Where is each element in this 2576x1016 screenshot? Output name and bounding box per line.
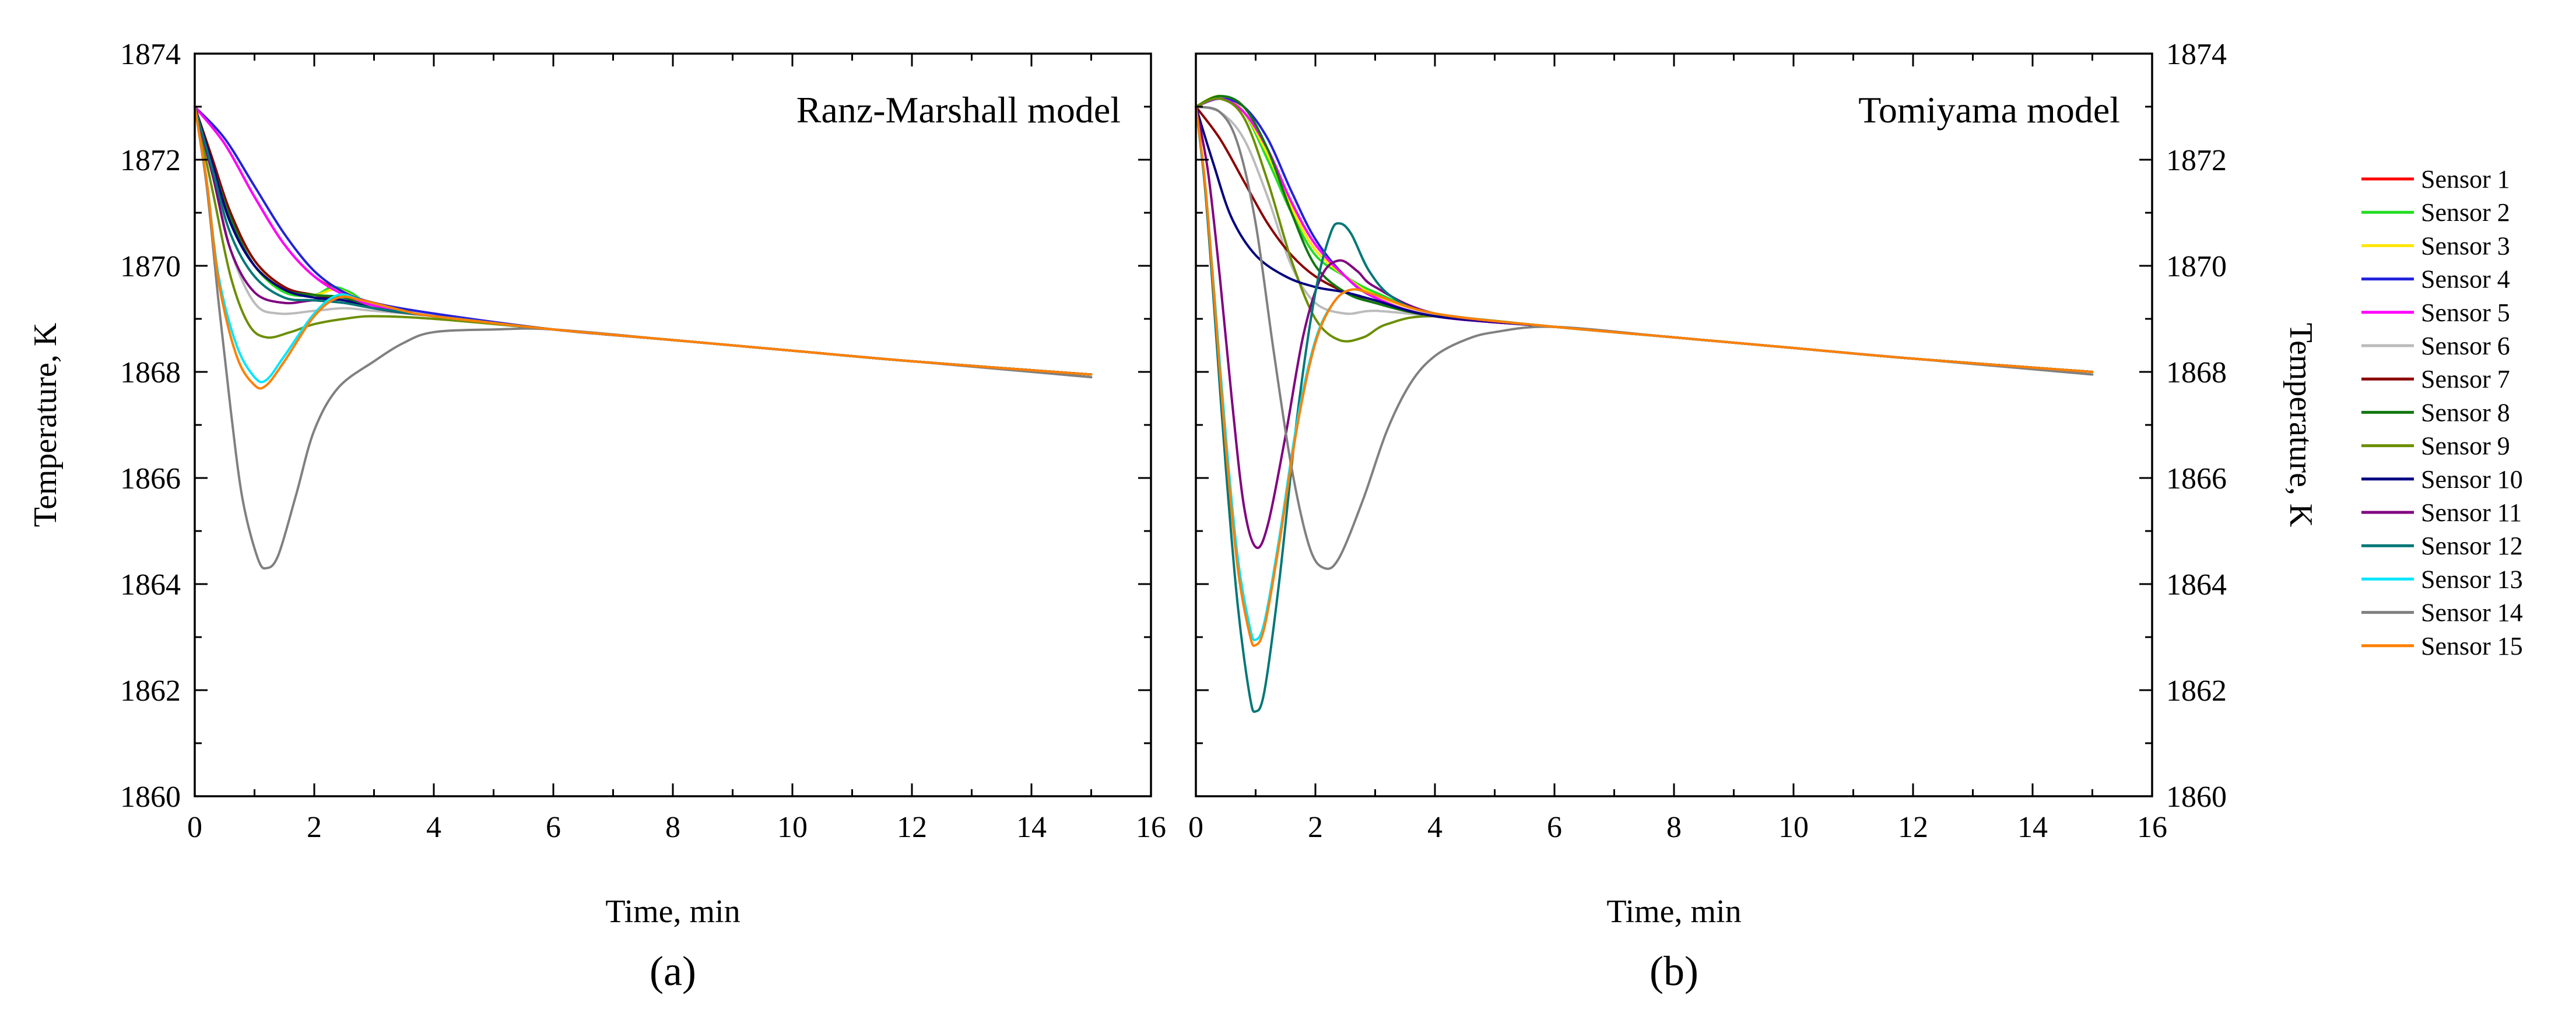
- legend-label: Sensor 15: [2421, 632, 2523, 660]
- panel-a-title: Ranz-Marshall model: [796, 89, 1121, 131]
- panel-a-frame: [194, 52, 1152, 797]
- legend-label: Sensor 2: [2421, 198, 2510, 227]
- panel-b-title: Tomiyama model: [1858, 89, 2120, 131]
- legend-label: Sensor 12: [2421, 532, 2523, 560]
- panel-b-ylabel: Temperature, K: [2283, 323, 2319, 528]
- panel-a-series-sensor-12: [194, 106, 1093, 376]
- panel-a-xtick-label: 8: [665, 811, 680, 844]
- panel-a-series-sensor-4: [194, 106, 1093, 376]
- panel-a-xtick-label: 4: [426, 811, 441, 844]
- panel-b-xtick-label: 6: [1547, 811, 1562, 844]
- panel-b-ytick-label: 1874: [2166, 38, 2227, 71]
- panel-a: 0 2 4 6 8 10 12 14 16 1860 1862 1864 1866 1868 1870 187…: [27, 38, 1166, 994]
- legend-label: Sensor 4: [2421, 265, 2510, 294]
- panel-a-ytick-label: 1862: [120, 674, 181, 708]
- panel-b-series-sensor-6: [1195, 106, 2094, 373]
- panel-a-ytick-label: 1864: [120, 568, 181, 602]
- panel-a-xtick-label: 10: [777, 811, 808, 844]
- legend-label: Sensor 7: [2421, 365, 2510, 393]
- panel-a-ylabel: Temperature, K: [27, 323, 64, 528]
- panel-a-xtick-label: 16: [1136, 811, 1166, 844]
- panel-a-ticks: 0 2 4 6 8 10 12 14 16 1860 1862 1864 1866 1868 1870 187…: [120, 38, 1166, 844]
- panel-b-ytick-label: 1864: [2166, 568, 2227, 602]
- panel-b-series-sensor-15: [1195, 106, 2094, 647]
- panel-a-ytick-label: 1868: [120, 356, 181, 389]
- panel-b-ytick-label: 1872: [2166, 144, 2227, 177]
- panel-a-series-sensor-8: [194, 106, 1093, 376]
- legend-label: Sensor 9: [2421, 432, 2510, 460]
- panel-b-xtick-label: 4: [1427, 811, 1443, 844]
- panel-a-series-layer: [194, 106, 1093, 569]
- panel-b-frame: [1195, 52, 2153, 797]
- panel-b-series-sensor-12: [1195, 106, 2094, 713]
- legend-label: Sensor 5: [2421, 298, 2510, 327]
- panel-a-series-sensor-1: [194, 106, 1093, 376]
- panel-b-ytick-label: 1868: [2166, 356, 2227, 389]
- panel-b-series-sensor-11: [1195, 106, 2094, 549]
- panel-b-ytick-label: 1862: [2166, 674, 2227, 708]
- panel-a-xtick-label: 0: [187, 811, 202, 844]
- panel-a-ytick-label: 1866: [120, 462, 181, 495]
- panel-b-xtick-label: 8: [1666, 811, 1682, 844]
- panel-a-xlabel: Time, min: [605, 894, 740, 930]
- legend-label: Sensor 10: [2421, 465, 2523, 494]
- panel-b-xlabel: Time, min: [1606, 894, 1741, 930]
- panel-b-series-sensor-10: [1195, 106, 2094, 373]
- panel-a-xtick-label: 12: [897, 811, 927, 844]
- panel-a-series-sensor-13: [194, 106, 1093, 384]
- panel-a-series-sensor-10: [194, 106, 1093, 376]
- legend-label: Sensor 13: [2421, 565, 2523, 593]
- panel-a-series-sensor-2: [194, 106, 1093, 376]
- panel-b-xtick-label: 12: [1898, 811, 1928, 844]
- panel-a-xtick-label: 6: [546, 811, 561, 844]
- panel-a-ytick-label: 1874: [120, 38, 181, 71]
- legend-label: Sensor 14: [2421, 599, 2523, 627]
- panel-a-xtick-label: 14: [1016, 811, 1047, 844]
- legend: Sensor 1 Sensor 2 Sensor 3 Sensor 4 Sensor 5…: [2361, 165, 2523, 660]
- panel-b-ytick-label: 1860: [2166, 781, 2227, 814]
- panel-a-series-sensor-9: [194, 106, 1093, 376]
- panel-b-xtick-label: 16: [2137, 811, 2167, 844]
- panel-a-ytick-label: 1860: [120, 781, 181, 814]
- panel-b-series-layer: [1195, 94, 2094, 713]
- legend-label: Sensor 11: [2421, 498, 2522, 527]
- panel-a-series-sensor-3: [194, 106, 1093, 376]
- panel-b-ytick-label: 1870: [2166, 250, 2227, 283]
- panel-a-series-sensor-6: [194, 106, 1093, 376]
- legend-label: Sensor 1: [2421, 165, 2510, 194]
- panel-b-ytick-label: 1866: [2166, 462, 2227, 495]
- panel-b-xtick-label: 0: [1188, 811, 1203, 844]
- panel-a-series-sensor-7: [194, 106, 1093, 376]
- panel-a-caption: (a): [650, 948, 696, 994]
- panel-b-xtick-label: 2: [1308, 811, 1323, 844]
- panel-b-caption: (b): [1650, 948, 1698, 994]
- panel-a-xtick-label: 2: [307, 811, 322, 844]
- panel-a-series-sensor-11: [194, 106, 1093, 376]
- panel-b-series-sensor-13: [1195, 106, 2094, 641]
- panel-a-ytick-label: 1870: [120, 250, 181, 283]
- panel-b-series-sensor-7: [1195, 106, 2094, 373]
- panel-a-series-sensor-15: [194, 106, 1093, 390]
- legend-label: Sensor 6: [2421, 332, 2510, 360]
- panel-a-series-sensor-5: [194, 106, 1093, 376]
- legend-label: Sensor 3: [2421, 231, 2510, 260]
- panel-a-ytick-label: 1872: [120, 144, 181, 177]
- panel-b-series-sensor-14: [1195, 106, 2094, 570]
- legend-label: Sensor 8: [2421, 398, 2510, 427]
- panel-b-xtick-label: 14: [2017, 811, 2048, 844]
- panel-b-xtick-label: 10: [1778, 811, 1809, 844]
